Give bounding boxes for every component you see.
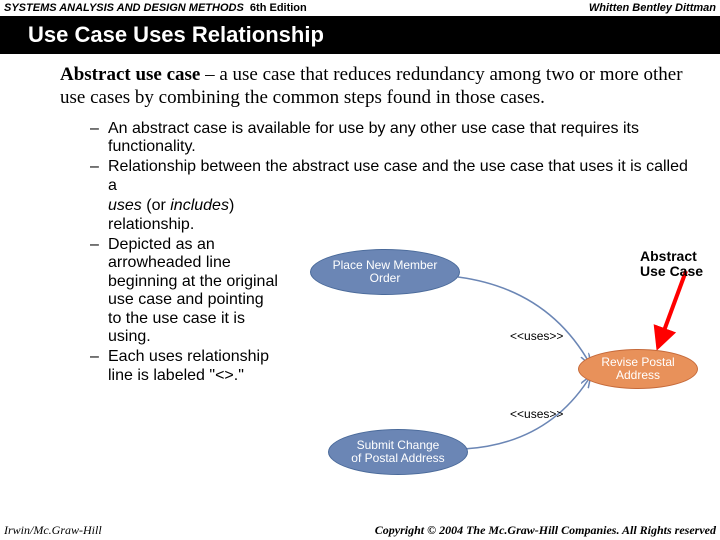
book-header: SYSTEMS ANALYSIS AND DESIGN METHODS 6th … — [0, 0, 720, 16]
usecase-n3: Submit Changeof Postal Address — [328, 429, 468, 475]
bullet-text: uses (or includes) relationship. — [108, 197, 278, 234]
bullet-dash: – — [90, 236, 108, 346]
bullet-dash — [90, 197, 108, 234]
stereotype-label: <<uses>> — [510, 329, 563, 343]
definition-sep: – — [200, 64, 219, 85]
footer-right: Copyright © 2004 The Mc.Graw-Hill Compan… — [375, 523, 716, 538]
diagram: Place New MemberOrder Revise PostalAddres… — [288, 249, 720, 481]
usecase-n1: Place New MemberOrder — [310, 249, 460, 295]
diagram-label: AbstractUse Case — [640, 249, 703, 280]
bullet-dash: – — [90, 348, 108, 385]
bullet-text: An abstract case is available for use by… — [108, 120, 692, 157]
bullet-text: Relationship between the abstract use ca… — [108, 158, 692, 195]
bullet-item: –An abstract case is available for use b… — [90, 120, 692, 157]
footer-left: Irwin/Mc.Graw-Hill — [4, 523, 102, 538]
slide-title: Use Case Uses Relationship — [28, 22, 324, 47]
bullet-dash: – — [90, 158, 108, 195]
definition-paragraph: Abstract use case – a use case that redu… — [60, 64, 692, 110]
bullet-text: Depicted as an arrowheaded line beginnin… — [108, 236, 278, 346]
bullet-dash: – — [90, 120, 108, 157]
footer: Irwin/Mc.Graw-Hill Copyright © 2004 The … — [0, 523, 720, 538]
bullet-text: Each uses relationship line is labeled "… — [108, 348, 278, 385]
bullet-item: –Relationship between the abstract use c… — [90, 158, 692, 195]
book-title: SYSTEMS ANALYSIS AND DESIGN METHODS — [4, 2, 244, 14]
stereotype-label: <<uses>> — [510, 407, 563, 421]
definition-term: Abstract use case — [60, 64, 200, 85]
book-title-line: SYSTEMS ANALYSIS AND DESIGN METHODS 6th … — [4, 2, 307, 14]
book-edition: 6th Edition — [250, 2, 307, 14]
authors: Whitten Bentley Dittman — [589, 2, 716, 14]
slide-title-bar: Use Case Uses Relationship — [0, 16, 720, 54]
bullet-item: uses (or includes) relationship. — [90, 197, 692, 234]
usecase-n2: Revise PostalAddress — [578, 349, 698, 389]
